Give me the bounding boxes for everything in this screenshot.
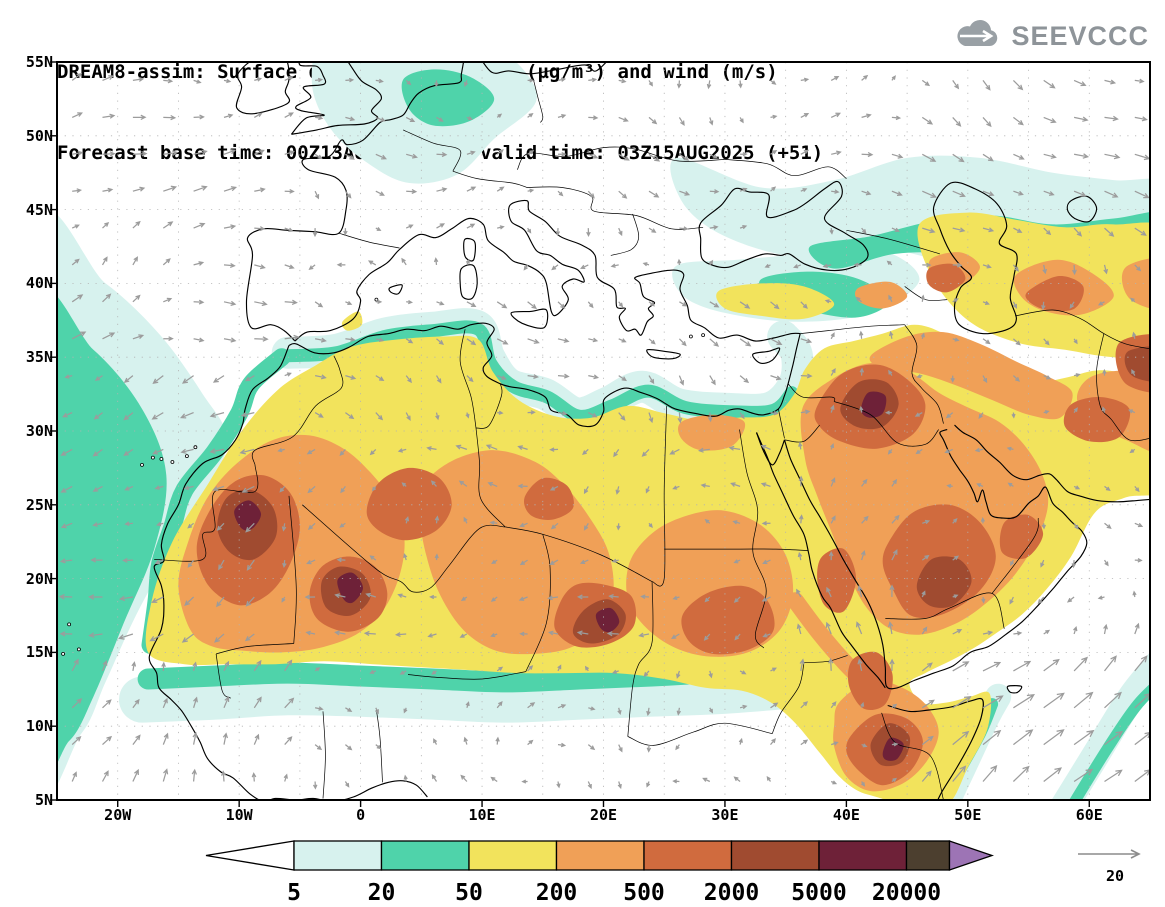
lon-tick-label: 10W [225,806,253,824]
lat-tick-label: 50N [25,126,53,145]
colorbar-tick-label: 200 [536,880,578,906]
lon-tick-label: 50E [954,806,982,824]
cloud-icon [957,20,998,47]
colorbar-tick-label: 5 [287,880,301,906]
lat-tick-label: 40N [25,274,53,293]
lat-tick-label: 25N [25,495,53,514]
longitude-axis: 20W 10W 0 10E 20E 30E 40E 50E 60E [0,806,1165,830]
colorbar-tick-label: 20000 [872,880,941,906]
wind-reference-arrow [1078,849,1141,859]
lat-tick-label: 5N [34,791,53,809]
lat-tick-label: 10N [25,717,53,736]
colorbar-tick-label: 50 [455,880,483,906]
wind-arrow-layer [58,72,1150,790]
forecast-map [50,61,1151,807]
logo-text: SEEVCCC [1011,20,1149,51]
lat-tick-label: 35N [25,348,53,367]
lat-tick-label: 55N [25,53,53,71]
lon-tick-label: 60E [1075,806,1103,824]
colorbar-segment [643,840,733,871]
lon-tick-label: 20W [104,806,132,824]
seevccc-logo: SEEVCCC [951,20,1149,52]
latitude-axis: 5N 10N 15N 20N 25N 30N 35N 40N 45N 50N 55N [10,0,53,907]
lat-tick-label: 45N [25,200,53,219]
colorbar-segment [293,840,383,871]
colorbar-segment [730,840,820,871]
colorbar-tick-label: 2000 [704,880,759,906]
lat-tick-label: 30N [25,422,53,440]
lon-tick-label: 0 [356,806,366,824]
colorbar-arrow-left [205,840,295,871]
colorbar-tick-label: 500 [623,880,665,906]
wind-reference: 20 [1076,846,1154,885]
lat-tick-label: 20N [25,569,53,588]
lon-tick-label: 40E [832,806,860,824]
coastline-layer [61,62,1150,800]
colorbar-segment [905,840,951,871]
lat-tick-label: 15N [25,643,53,662]
colorbar-segment [818,840,908,871]
colorbar-tick-label: 5000 [791,880,846,906]
colorbar-arrow-right [948,840,995,871]
colorbar-segment [380,840,470,871]
map-area [50,61,1151,807]
lon-tick-label: 10E [468,806,496,824]
colorbar-segment [468,840,558,871]
wind-reference-label: 20 [1105,867,1125,885]
colorbar-tick-label: 20 [368,880,396,906]
lon-tick-label: 20E [589,806,618,824]
lon-tick-label: 30E [711,806,739,824]
colorbar-segment [555,840,645,871]
colorbar: 5 20 50 200 500 2000 5000 20000 [205,840,995,906]
valid-time: valid time: 03Z15AUG2025 (+51) [480,142,824,164]
